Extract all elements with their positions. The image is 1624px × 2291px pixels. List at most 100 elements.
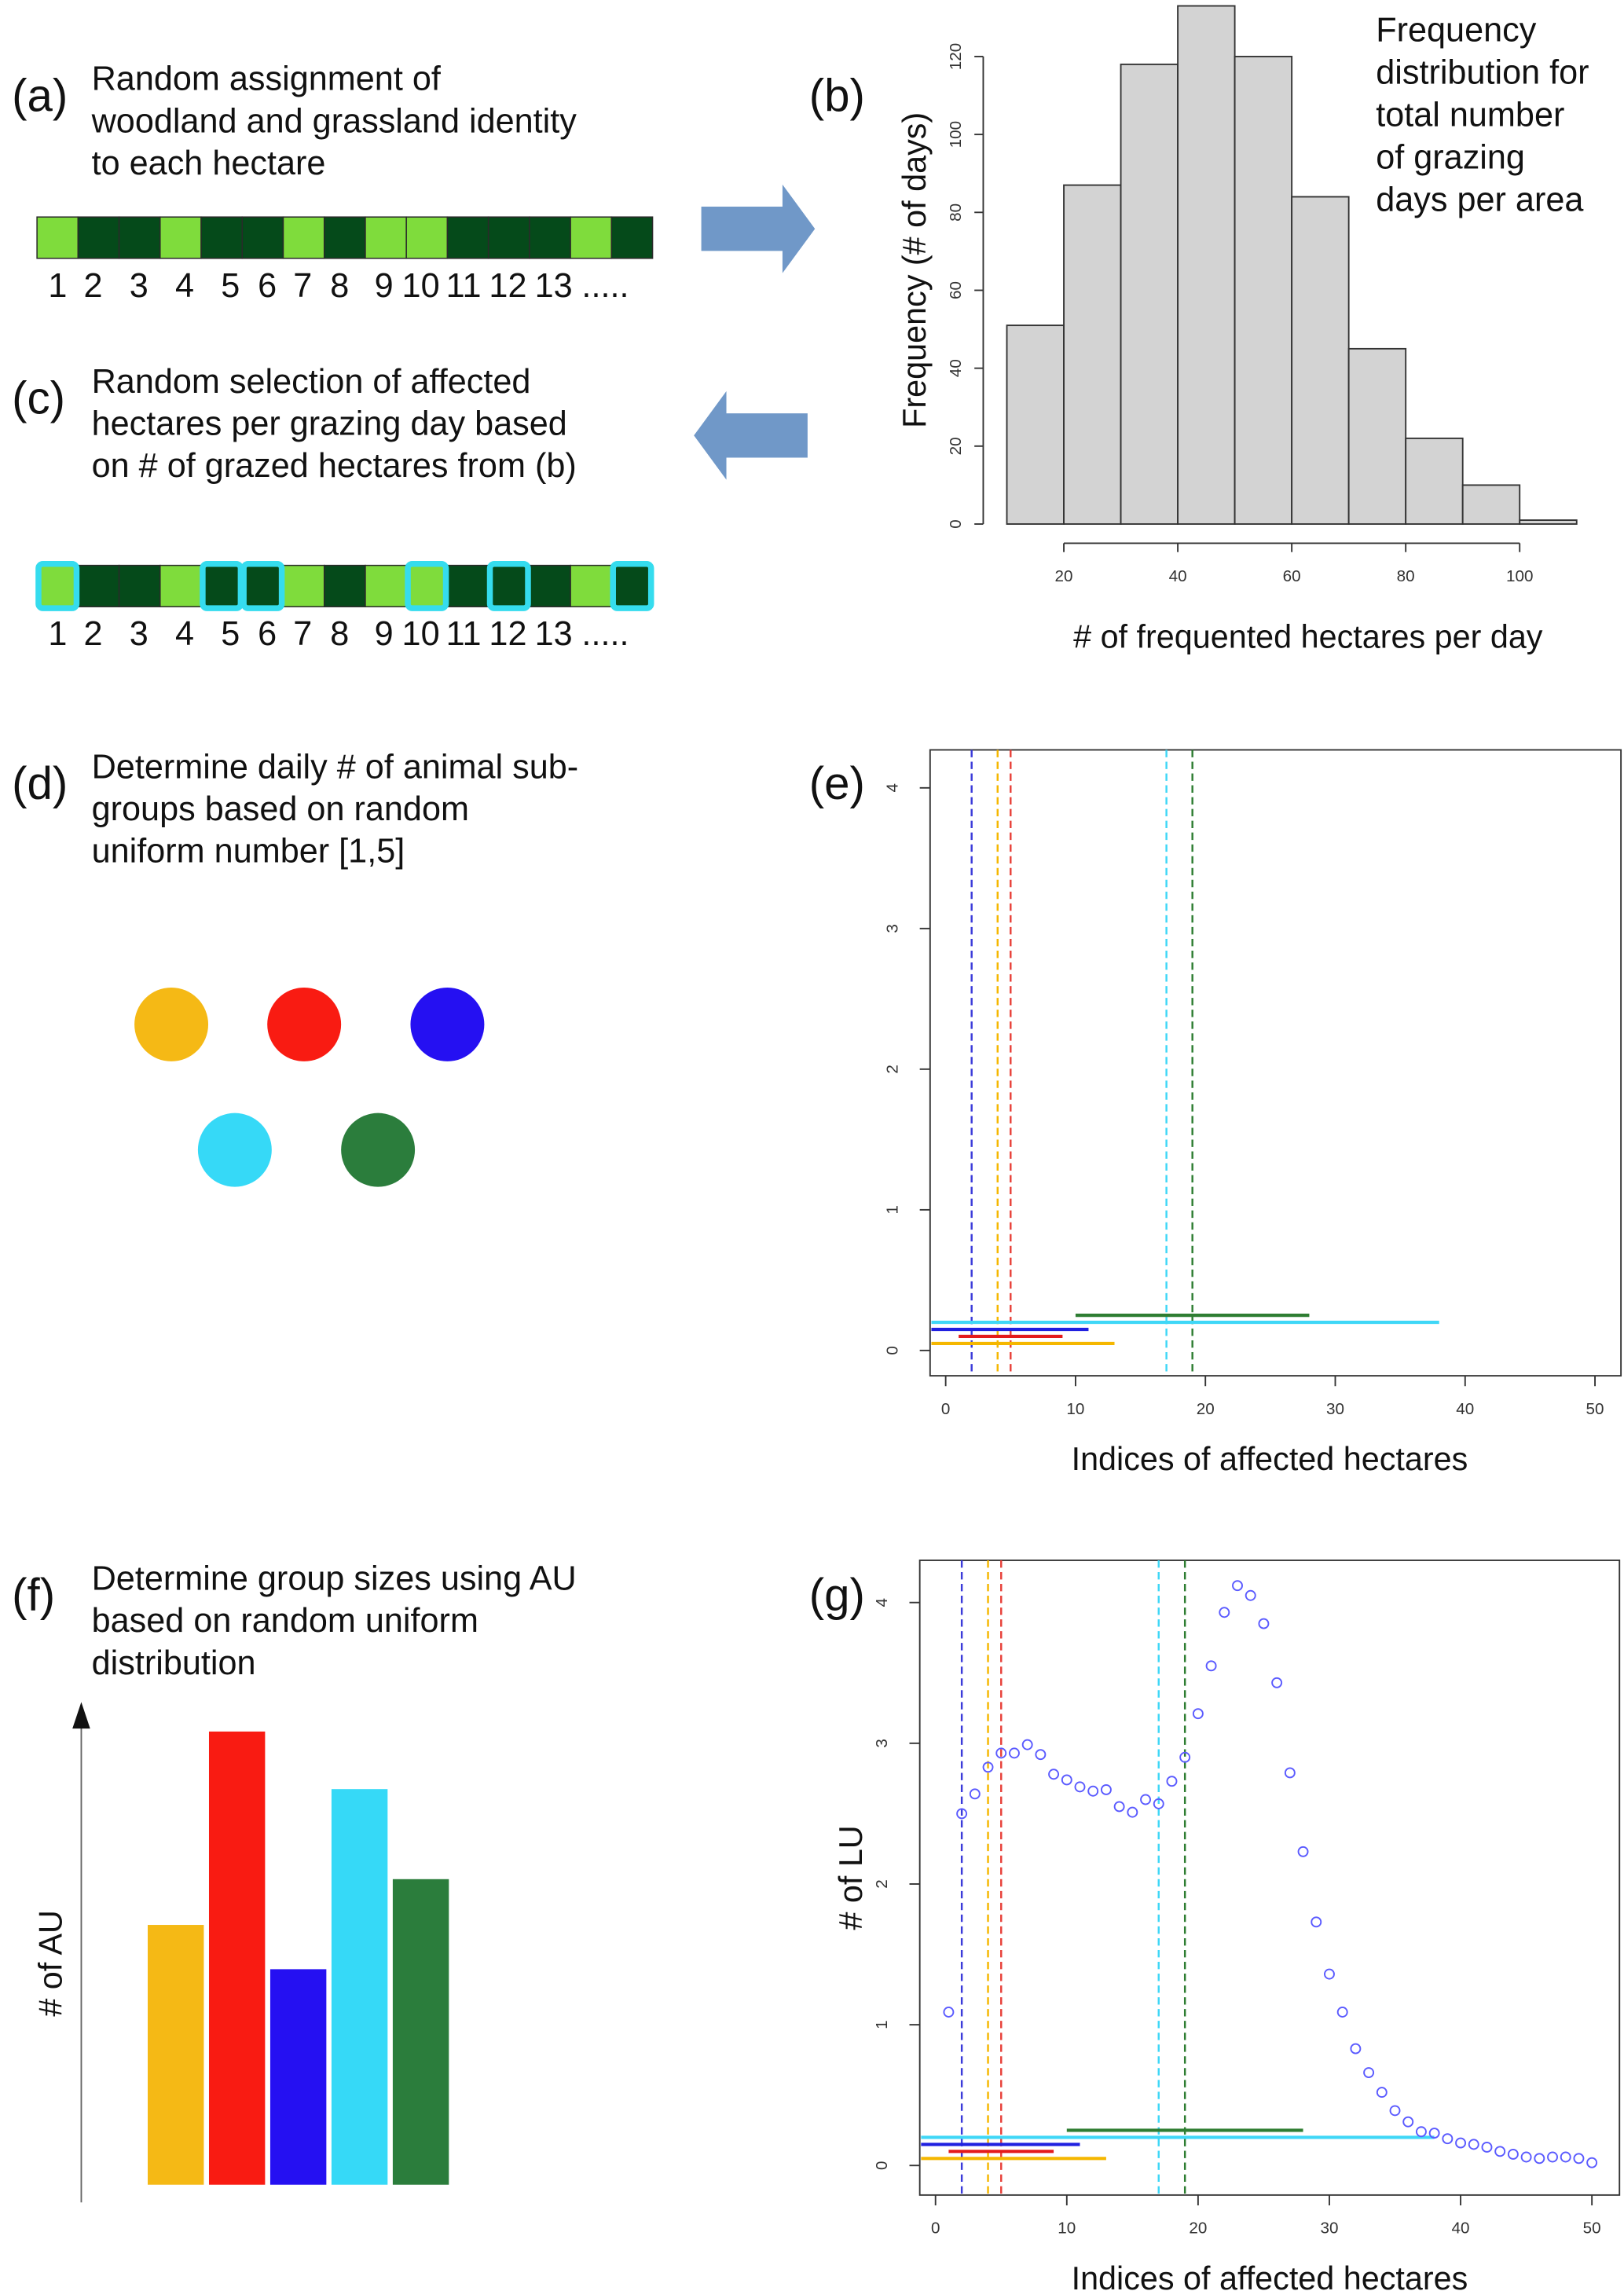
point	[1127, 1806, 1138, 1818]
hectare-label: 4	[175, 615, 194, 653]
hectare-label: .....	[581, 267, 629, 305]
arrow-right	[701, 184, 816, 273]
hectare	[529, 216, 571, 259]
hectare-label: 7	[293, 267, 312, 305]
hectare-selected	[610, 560, 654, 611]
hectare-label: 5	[221, 267, 240, 305]
point	[1494, 2146, 1506, 2157]
point	[1468, 2139, 1479, 2150]
hectare	[282, 564, 325, 607]
y-tick-label: 0	[947, 519, 965, 529]
point	[1153, 1798, 1164, 1809]
hectare-selected	[240, 560, 285, 611]
x-tick-label: 40	[1456, 1400, 1474, 1418]
y-tick-label: 4	[883, 783, 901, 793]
hectare-selected	[200, 560, 244, 611]
panel-text: woodland and grassland identity	[91, 102, 577, 140]
x-tick-label: 10	[1066, 1400, 1084, 1418]
panel-text: on # of grazed hectares from (b)	[92, 447, 577, 485]
point	[1415, 2126, 1427, 2138]
hectare	[200, 564, 244, 607]
hectare-label: 10	[402, 615, 440, 653]
hectare	[405, 216, 449, 259]
y-tick-label: 0	[883, 1346, 901, 1355]
hectare	[570, 216, 613, 259]
hectare	[200, 216, 244, 259]
group-circle	[410, 987, 485, 1061]
hectare	[365, 216, 407, 259]
hectare	[446, 216, 489, 259]
panel-label: (g)	[809, 1570, 865, 1621]
hectare	[77, 564, 120, 607]
point	[1087, 1785, 1099, 1797]
panel-text: uniform number [1,5]	[92, 832, 405, 870]
hectare-label: 2	[83, 267, 102, 305]
y-tick-label: 0	[873, 2161, 891, 2171]
hectare	[36, 564, 79, 607]
y-tick-label: 2	[873, 1879, 891, 1889]
point	[1035, 1749, 1047, 1761]
point	[1219, 1607, 1230, 1618]
panel-label: (a)	[12, 70, 68, 121]
x-tick-label: 50	[1583, 2220, 1601, 2238]
group-circle	[134, 987, 209, 1061]
x-tick-label: 20	[1197, 1400, 1215, 1418]
x-axis-title: Indices of affected hectares	[1072, 2260, 1468, 2291]
x-tick-label: 30	[1326, 1400, 1344, 1418]
point	[1311, 1916, 1322, 1928]
panel-text: hectares per grazing day based	[92, 405, 567, 442]
y-tick-label: 60	[947, 281, 965, 299]
hectare-label: 12	[489, 615, 526, 653]
point	[1324, 1968, 1335, 1980]
hectare-label: 9	[375, 615, 394, 653]
hectare-label: .....	[581, 615, 629, 653]
bar	[148, 1925, 204, 2185]
panel-text: based on random uniform	[92, 1602, 478, 1640]
group-circle	[267, 987, 342, 1061]
panel-text: Determine daily # of animal sub-	[92, 748, 579, 786]
hectare	[241, 564, 284, 607]
histogram-bar	[1006, 324, 1065, 525]
x-tick-label: 40	[1452, 2220, 1470, 2238]
y-tick-label: 4	[873, 1598, 891, 1607]
histogram-bar	[1177, 5, 1236, 525]
y-axis-arrow	[72, 1702, 90, 1729]
point	[1389, 2105, 1401, 2117]
x-tick-label: 50	[1586, 1400, 1604, 1418]
point	[1573, 2153, 1585, 2165]
hectare	[36, 216, 79, 259]
bar	[331, 1789, 388, 2185]
point	[969, 1788, 981, 1800]
hectare	[159, 564, 202, 607]
hectare	[118, 564, 161, 607]
hectare-selected	[405, 560, 449, 611]
point	[1100, 1784, 1112, 1795]
hectare	[529, 564, 571, 607]
point	[1061, 1774, 1072, 1786]
y-tick-label: 20	[947, 437, 965, 455]
point	[1520, 2151, 1532, 2163]
histogram-bar	[1405, 437, 1464, 525]
bar	[269, 1969, 327, 2185]
hectare-label: 8	[330, 267, 349, 305]
x-tick-label: 40	[1169, 567, 1187, 585]
arrow-left	[694, 390, 808, 480]
point	[1336, 2007, 1348, 2018]
y-axis-title: # of AU	[33, 1910, 69, 2017]
point	[1179, 1751, 1191, 1763]
hectare-label: 7	[293, 615, 312, 653]
x-tick-label: 30	[1320, 2220, 1338, 2238]
point	[1166, 1776, 1178, 1787]
panel-label: (c)	[12, 372, 65, 423]
x-tick-label: 20	[1189, 2220, 1207, 2238]
y-tick-label: 120	[947, 43, 965, 70]
y-tick-label: 3	[883, 924, 901, 933]
x-axis-title: Indices of affected hectares	[1072, 1441, 1468, 1477]
x-tick-label: 0	[941, 1400, 951, 1418]
hectare-label: 9	[375, 267, 394, 305]
panel-text: distribution	[92, 1644, 256, 1682]
hectare-label: 8	[330, 615, 349, 653]
point	[943, 2007, 955, 2018]
panel-text: Random selection of affected	[92, 363, 531, 401]
y-tick-label: 1	[873, 2020, 891, 2029]
